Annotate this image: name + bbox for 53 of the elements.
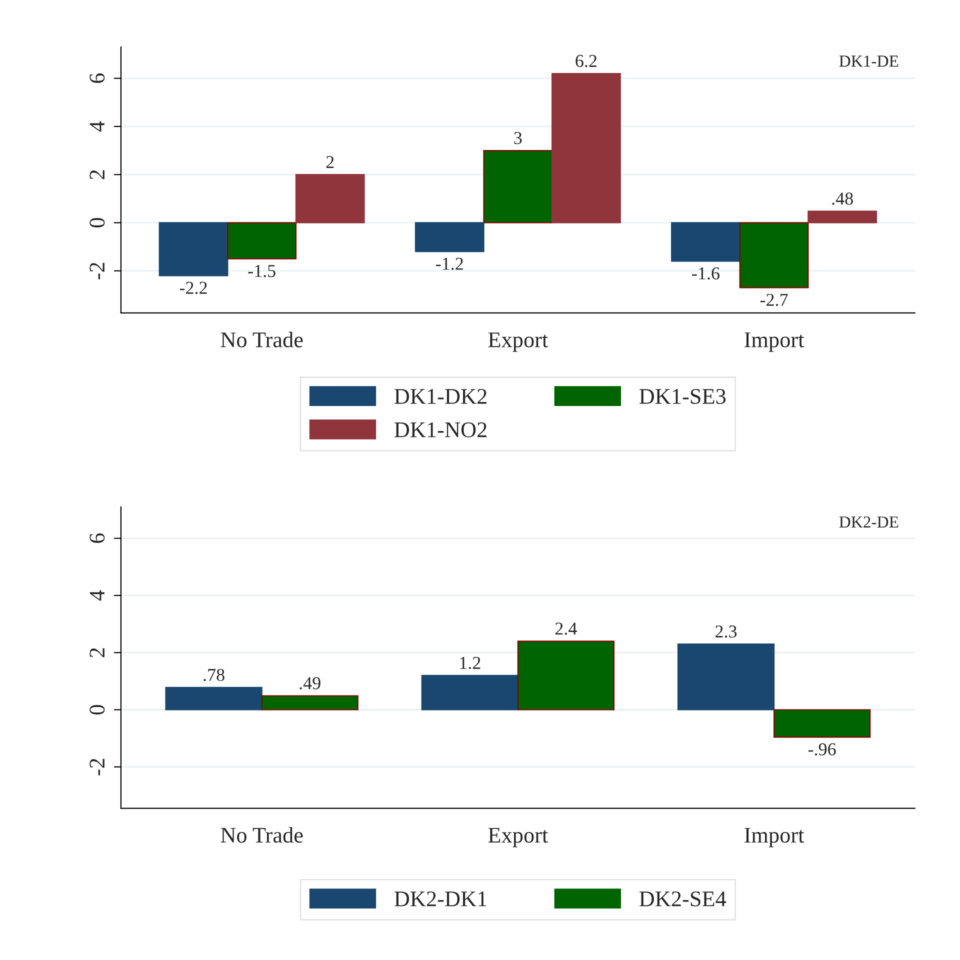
data-label: -2.7 [760,294,788,306]
y-tick-label: 6 [90,73,105,83]
bar [165,686,262,710]
data-label: .78 [204,668,224,682]
legend-label: DK2-DK1 [394,891,486,906]
legend-label: DK1-NO2 [394,422,486,438]
legend-label: DK2-SE4 [639,891,726,906]
bar [295,174,365,224]
x-tick-label: No Trade [220,827,303,843]
data-label: 1.2 [460,656,480,670]
data-label: -2.2 [180,282,207,294]
x-tick-label: No Trade [220,332,303,348]
bar [552,72,621,224]
data-label: .49 [300,677,320,690]
data-label: -.96 [808,743,836,756]
x-tick-label: Import [744,828,804,848]
y-tick-label: -2 [90,262,104,280]
bar [773,709,871,738]
y-tick-label: 4 [90,590,104,601]
bar [158,222,228,276]
bar [677,643,775,710]
bar [671,222,740,262]
data-label: -1.5 [248,264,276,278]
data-label: 2.4 [555,622,577,635]
y-tick-label: 0 [90,705,105,714]
annotation: DK1-DE [839,56,898,67]
bar [483,150,553,224]
bar [261,695,358,710]
y-tick-label: 6 [90,533,105,543]
legend-label: DK1-SE3 [639,388,726,404]
annotation: DK2-DE [839,516,898,528]
legend-label: DK1-DK2 [394,388,486,404]
y-tick-label: 2 [90,648,104,658]
bar [808,210,878,224]
x-tick-label: Import [744,332,804,352]
x-tick-label: Export [488,828,548,848]
data-label: -1.2 [436,258,463,270]
x-tick-label: Export [488,332,548,352]
data-label: 2.3 [716,625,737,638]
bar [739,222,809,288]
y-tick-label: 4 [90,121,104,132]
data-label: 3 [514,132,522,144]
data-label: .48 [832,192,853,205]
bar [517,640,615,710]
bar [414,222,484,252]
y-tick-label: 2 [90,170,104,180]
y-tick-label: -2 [90,758,104,776]
data-label: 6.2 [576,54,597,68]
bar [421,674,518,710]
bar [227,222,297,260]
data-label: 2 [326,156,334,168]
y-tick-label: 0 [90,218,105,228]
data-label: -1.6 [692,267,720,280]
